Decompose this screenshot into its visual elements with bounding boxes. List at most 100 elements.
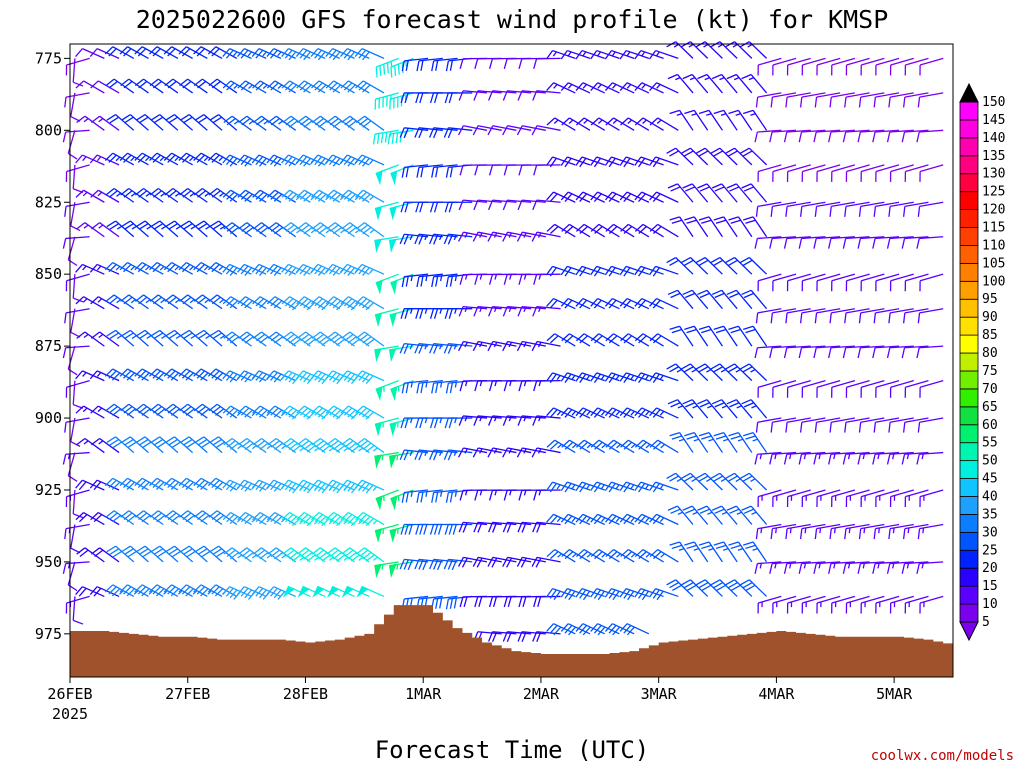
barb-flag	[93, 514, 103, 523]
wind-barb	[755, 523, 782, 540]
barb-flag	[329, 333, 339, 342]
barb-flag	[329, 549, 339, 557]
barb-staff	[802, 57, 826, 66]
wind-barb	[739, 472, 768, 491]
barb-half-flag	[774, 453, 777, 460]
barb-half-flag	[645, 553, 651, 558]
barb-flag	[916, 131, 920, 143]
barb-flag	[311, 222, 321, 230]
barb-flag	[431, 60, 435, 72]
wind-barb	[739, 256, 768, 275]
barb-flag	[545, 588, 554, 598]
wind-barb	[89, 479, 120, 491]
wind-barb	[429, 342, 458, 354]
barb-flag	[317, 409, 327, 418]
barb-flag	[533, 274, 538, 285]
barb-flag	[435, 60, 439, 71]
barb-flag	[619, 588, 627, 598]
wind-barb	[472, 231, 502, 242]
barb-half-flag	[641, 51, 646, 57]
barb-flag	[75, 154, 83, 164]
wind-barb	[400, 417, 429, 429]
wind-barb	[390, 273, 414, 295]
wind-barb	[889, 595, 914, 614]
wind-barb	[829, 92, 856, 108]
wind-barb	[238, 437, 267, 454]
barb-flag	[728, 150, 738, 157]
barb-flag	[579, 267, 587, 277]
barb-flag	[238, 437, 248, 446]
wind-barb	[725, 147, 753, 166]
barb-flag	[741, 183, 752, 189]
wind-barb	[769, 345, 797, 359]
barb-flag	[799, 97, 803, 108]
barb-flag	[296, 80, 305, 89]
barb-flag	[149, 78, 159, 87]
barb-flag	[270, 191, 279, 200]
wind-barb	[669, 109, 694, 131]
wind-barb	[917, 201, 944, 217]
barb-flag	[240, 49, 249, 59]
barb-flag	[255, 49, 264, 59]
barb-flag	[343, 82, 353, 91]
barb-flag	[714, 186, 725, 192]
barb-flag	[648, 588, 657, 598]
barb-half-flag	[372, 486, 378, 492]
barb-half-flag	[508, 306, 512, 313]
barb-flag	[745, 435, 756, 440]
barb-flag	[310, 512, 320, 521]
wind-barb	[399, 342, 429, 354]
barb-flag	[282, 331, 292, 339]
wind-barb	[75, 405, 105, 419]
barb-flag	[420, 166, 424, 178]
barb-staff	[536, 90, 561, 94]
barb-flag	[244, 300, 253, 309]
wind-barb	[193, 368, 223, 382]
barb-half-flag	[131, 225, 137, 230]
barb-flag	[332, 336, 342, 344]
credit-link[interactable]: coolwx.com/models	[871, 748, 1014, 764]
wind-barb	[561, 439, 591, 454]
wind-barb	[374, 308, 399, 328]
wind-barb	[726, 505, 753, 525]
wind-barb	[62, 561, 90, 574]
barb-flag	[549, 225, 559, 234]
barb-flag	[462, 522, 468, 533]
barb-flag	[769, 347, 773, 359]
barb-flag	[178, 262, 187, 271]
wind-barb	[326, 115, 355, 131]
barb-flag	[686, 544, 697, 550]
wind-barb	[754, 451, 782, 465]
barb-staff	[904, 201, 929, 208]
wind-barb	[222, 405, 252, 419]
barb-half-flag	[159, 265, 165, 271]
wind-barb	[119, 46, 149, 59]
colorbar-label: 20	[982, 561, 998, 576]
wind-barb	[770, 201, 797, 217]
barb-flag	[211, 80, 221, 89]
barb-flag	[813, 131, 817, 143]
barb-half-flag	[369, 268, 374, 274]
barb-half-flag	[630, 517, 635, 523]
barb-flag	[90, 115, 101, 124]
wind-barb	[502, 90, 532, 101]
wind-barb	[858, 523, 885, 540]
barb-flag	[916, 563, 920, 574]
colorbar-label: 40	[982, 489, 998, 504]
wind-barb	[741, 399, 768, 419]
barb-flag	[449, 491, 454, 503]
barb-staff	[734, 363, 753, 382]
barb-half-flag	[464, 232, 468, 238]
wind-barb	[208, 294, 238, 310]
barb-flag	[138, 438, 149, 446]
barb-staff	[758, 164, 782, 173]
barb-flag	[683, 150, 694, 157]
barb-flag	[458, 199, 464, 211]
barb-staff	[890, 417, 914, 423]
barb-flag	[715, 219, 727, 224]
barb-half-flag	[600, 484, 605, 490]
barb-half-flag	[611, 51, 616, 57]
wind-barb	[135, 114, 164, 131]
wind-barb	[374, 201, 399, 221]
barb-half-flag	[281, 554, 287, 559]
